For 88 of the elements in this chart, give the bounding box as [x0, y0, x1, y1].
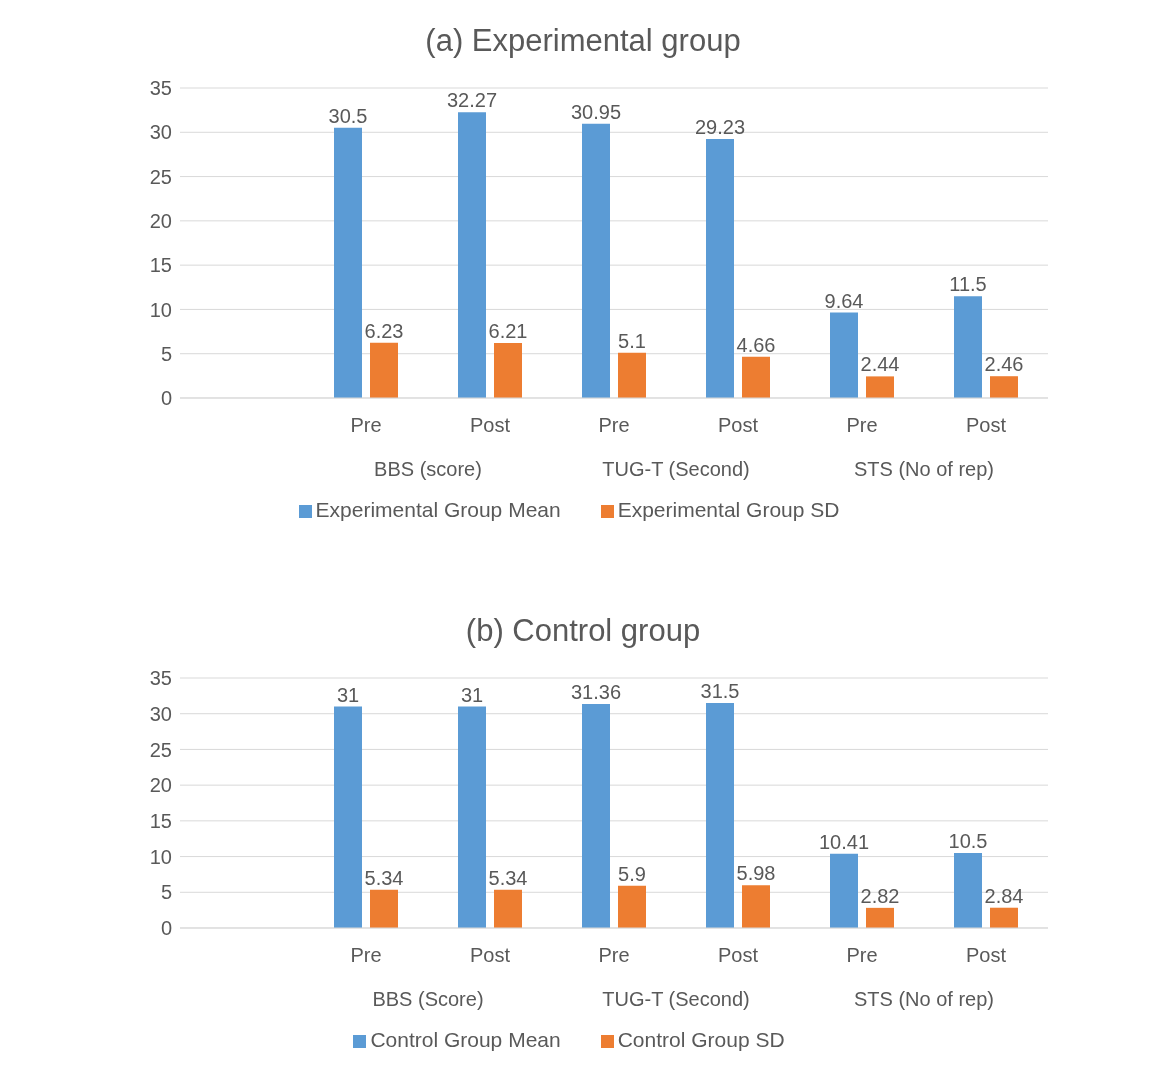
data-label: 5.34	[364, 866, 404, 889]
bar	[954, 296, 982, 398]
x-tick-label: Pre	[350, 944, 382, 967]
y-tick-label: 15	[149, 254, 172, 277]
y-tick-label: 30	[149, 121, 172, 144]
data-label: 6.23	[364, 319, 404, 342]
bar	[334, 706, 362, 928]
y-tick-label: 20	[149, 209, 172, 232]
data-label: 32.27	[446, 89, 498, 112]
bar	[370, 889, 398, 928]
chart-title: (b) Control group	[464, 613, 702, 649]
chart-title: (a) Experimental group	[424, 23, 742, 59]
y-tick-label: 5	[160, 342, 172, 365]
bar	[742, 885, 770, 928]
bar	[830, 853, 858, 928]
bar	[494, 343, 522, 398]
data-label: 31.36	[570, 681, 622, 703]
data-label: 2.82	[860, 884, 900, 907]
bar	[706, 703, 734, 928]
bar	[830, 312, 858, 398]
data-label: 5.34	[488, 866, 528, 889]
bar	[334, 127, 362, 398]
data-label: 31.5	[700, 680, 740, 702]
legend-label: Control Group SD	[617, 1028, 785, 1051]
x-tick-label: Pre	[598, 944, 630, 967]
text: TUG-T (Second)	[601, 458, 751, 481]
bar	[866, 907, 894, 928]
bar	[954, 853, 982, 928]
bar	[990, 907, 1018, 928]
data-label: 6.21	[488, 320, 528, 342]
data-label: 2.46	[984, 353, 1024, 376]
bar	[370, 342, 398, 398]
y-tick-label: 10	[149, 845, 172, 868]
y-tick-label: 25	[149, 738, 172, 761]
legend-label: Experimental Group SD	[617, 498, 840, 521]
x-tick-label: Pre	[846, 944, 878, 967]
text: BBS (Score)	[371, 988, 485, 1011]
x-tick-label: Pre	[350, 414, 382, 437]
bar	[866, 376, 894, 398]
bar	[990, 376, 1018, 398]
y-tick-label: 5	[160, 881, 172, 904]
y-tick-label: 10	[149, 298, 172, 321]
data-label: 10.41	[818, 830, 870, 853]
data-label: 31	[460, 683, 484, 706]
y-tick-label: 25	[149, 165, 172, 188]
data-label: 2.84	[984, 884, 1024, 907]
x-tick-label: Post	[965, 414, 1007, 437]
bar	[458, 706, 486, 928]
data-label: 31	[336, 683, 360, 706]
bar	[458, 112, 486, 398]
legend-label: Experimental Group Mean	[315, 498, 561, 521]
text: TUG-T (Second)	[601, 988, 751, 1011]
x-tick-label: Post	[717, 944, 759, 967]
x-tick-label: Post	[469, 414, 511, 437]
data-label: 2.44	[860, 353, 900, 376]
bar	[494, 889, 522, 928]
bar	[582, 123, 610, 398]
y-tick-label: 0	[160, 387, 172, 410]
text: STS (No of rep)	[852, 458, 995, 481]
text: STS (No of rep)	[852, 988, 995, 1011]
bar	[618, 885, 646, 928]
data-label: 10.5	[948, 830, 988, 852]
data-label: 30.95	[570, 100, 622, 123]
y-tick-label: 15	[149, 809, 172, 832]
y-tick-label: 35	[149, 77, 172, 100]
y-tick-label: 30	[149, 702, 172, 725]
y-tick-label: 0	[160, 917, 172, 940]
x-tick-label: Post	[965, 944, 1007, 967]
text: BBS (score)	[373, 458, 483, 481]
x-tick-label: Post	[717, 414, 759, 437]
data-label: 11.5	[949, 273, 987, 296]
data-label: 30.5	[328, 104, 368, 127]
y-tick-label: 35	[149, 667, 172, 690]
y-tick-label: 20	[149, 774, 172, 797]
bar	[582, 704, 610, 928]
data-label: 29.23	[694, 116, 746, 139]
legend-label: Control Group Mean	[370, 1028, 561, 1051]
data-label: 5.9	[618, 862, 646, 885]
bar	[706, 139, 734, 398]
x-tick-label: Post	[469, 944, 511, 967]
data-label: 4.66	[736, 333, 776, 356]
x-tick-label: Pre	[598, 414, 630, 437]
x-tick-label: Pre	[846, 414, 878, 437]
data-label: 5.1	[618, 329, 646, 352]
data-label: 9.64	[824, 289, 864, 312]
bar	[618, 352, 646, 398]
bar	[742, 356, 770, 398]
data-label: 5.98	[736, 862, 776, 885]
